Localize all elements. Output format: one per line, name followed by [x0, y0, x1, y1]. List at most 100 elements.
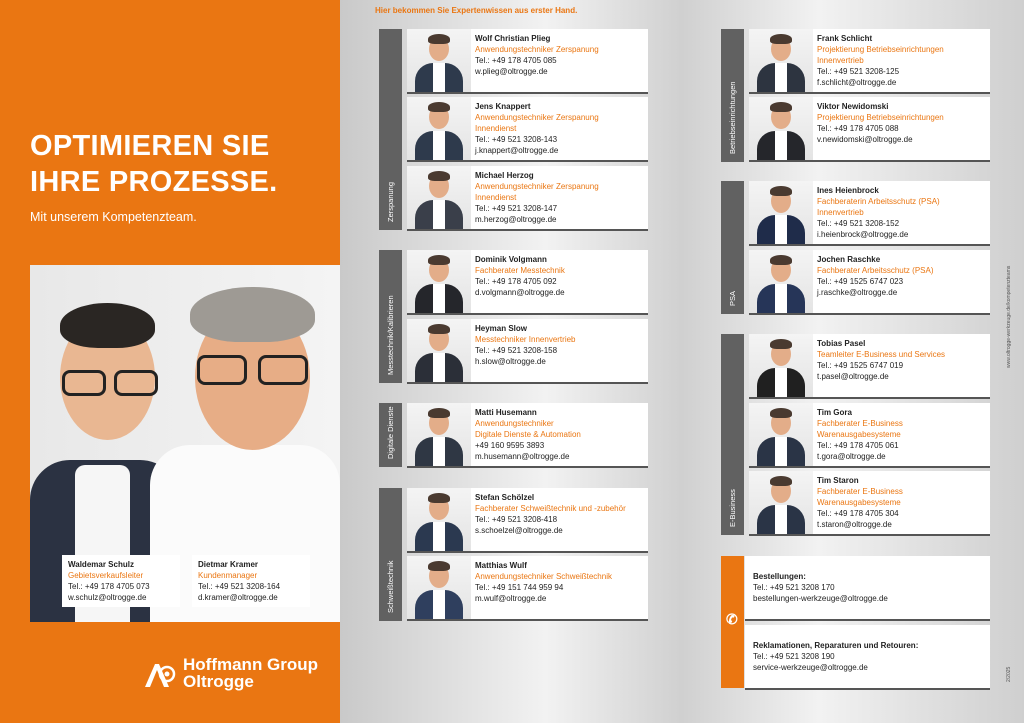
contact-tel: Tel.: +49 1525 6747 019 [817, 361, 904, 370]
category-label: PSA [727, 290, 737, 306]
contact-tel: Tel.: +49 521 3208-143 [475, 135, 558, 144]
contact-role: Projektierung Betriebseinrichtungen [817, 45, 944, 54]
contact-email[interactable]: t.pasel@oltrogge.de [817, 372, 889, 381]
contact-email[interactable]: f.schlicht@oltrogge.de [817, 78, 897, 87]
contact-card: Dominik Volgmann Fachberater Messtechnik T… [407, 250, 648, 313]
category-digitale-dienste: Digitale Dienste [379, 403, 402, 467]
contact-tel: Tel.: +49 178 4705 061 [817, 441, 899, 450]
contact-role: Messtechniker Innenvertrieb [475, 335, 576, 344]
service-email[interactable]: service-werkzeuge@oltrogge.de [753, 663, 868, 672]
contact-photo [749, 471, 813, 534]
contact-role-2: Warenausgabesysteme [817, 498, 901, 507]
headline: OPTIMIEREN SIE IHRE PROZESSE. [30, 128, 278, 200]
service-title: Reklamationen, Reparaturen und Retouren: [753, 641, 919, 650]
person-tel: Tel.: +49 178 4705 073 [68, 582, 150, 591]
contact-card: Matti Husemann Anwendungstechniker Digital… [407, 403, 648, 466]
category-ebusiness: E-Business [721, 334, 744, 535]
contact-card: Matthias Wulf Anwendungstechniker Schweiß… [407, 556, 648, 619]
contact-tel: Tel.: +49 178 4705 304 [817, 509, 899, 518]
contact-name: Jens Knappert [475, 102, 531, 111]
category-zerspanung: Zerspanung [379, 29, 402, 230]
contact-photo [749, 403, 813, 466]
contact-photo [749, 29, 813, 92]
contact-email[interactable]: m.husemann@oltrogge.de [475, 452, 570, 461]
contact-role: Anwendungstechniker Zerspanung [475, 182, 599, 191]
left-panel: OPTIMIEREN SIE IHRE PROZESSE. Mit unsere… [0, 0, 340, 723]
tagline: Hier bekommen Sie Expertenwissen aus ers… [375, 6, 578, 15]
contact-role: Fachberater Messtechnik [475, 266, 565, 275]
person-email[interactable]: w.schulz@oltrogge.de [68, 593, 147, 602]
contact-email[interactable]: j.raschke@oltrogge.de [817, 288, 898, 297]
contact-name: Viktor Newidomski [817, 102, 889, 111]
category-label: E-Business [727, 489, 737, 527]
contact-email[interactable]: m.wulf@oltrogge.de [475, 594, 547, 603]
contact-card: Jochen Raschke Fachberater Arbeitsschutz … [749, 250, 990, 313]
company-logo: Hoffmann Group Oltrogge [143, 656, 318, 690]
contact-email[interactable]: h.slow@oltrogge.de [475, 357, 546, 366]
contact-email[interactable]: j.knappert@oltrogge.de [475, 146, 559, 155]
logo-line-2: Oltrogge [183, 672, 254, 691]
category-label: Digitale Dienste [385, 406, 395, 459]
person-card: Dietmar Kramer Kundenmanager Tel.: +49 5… [192, 555, 310, 607]
side-url: www.oltrogge-werkzeuge.de/kompetenzteams [1006, 265, 1012, 368]
contact-photo [407, 319, 471, 382]
person-1-glasses-r [114, 370, 158, 396]
person-2-hair [190, 287, 315, 342]
service-email[interactable]: bestellungen-werkzeuge@oltrogge.de [753, 594, 888, 603]
category-betriebseinrichtungen: Betriebseinrichtungen [721, 29, 744, 162]
category-psa: PSA [721, 181, 744, 314]
contact-name: Michael Herzog [475, 171, 534, 180]
contact-role: Fachberater E-Business [817, 487, 903, 496]
contact-email[interactable]: v.newidomski@oltrogge.de [817, 135, 913, 144]
contact-name: Tobias Pasel [817, 339, 866, 348]
contact-tel: Tel.: +49 151 744 959 94 [475, 583, 564, 592]
contact-card: Tobias Pasel Teamleiter E-Business und Se… [749, 334, 990, 397]
category-schweisstechnik: Schweißtechnik [379, 488, 402, 621]
person-role: Kundenmanager [198, 571, 258, 580]
contact-photo [407, 556, 471, 619]
contact-role-2: Innenvertrieb [817, 208, 864, 217]
contact-email[interactable]: t.staron@oltrogge.de [817, 520, 892, 529]
contact-role: Projektierung Betriebseinrichtungen [817, 113, 944, 122]
contact-tel: Tel.: +49 1525 6747 023 [817, 277, 904, 286]
contact-email[interactable]: w.plieg@oltrogge.de [475, 67, 548, 76]
logo-line-1: Hoffmann Group [183, 655, 319, 674]
contact-name: Tim Gora [817, 408, 852, 417]
contact-email[interactable]: m.herzog@oltrogge.de [475, 215, 557, 224]
person-name: Dietmar Kramer [198, 560, 259, 569]
contact-email[interactable]: i.heienbrock@oltrogge.de [817, 230, 909, 239]
phone-icon: ✆ [726, 611, 738, 627]
contact-name: Ines Heienbrock [817, 186, 879, 195]
category-messtechnik: Messtechnik/Kalibrieren [379, 250, 402, 383]
contact-photo [407, 97, 471, 160]
contact-role-2: Innendienst [475, 124, 517, 133]
contact-tel: +49 160 9595 3893 [475, 441, 545, 450]
category-label: Schweißtechnik [385, 560, 395, 613]
contact-card: Tim Staron Fachberater E-Business Warenaus… [749, 471, 990, 534]
contact-tel: Tel.: +49 178 4705 085 [475, 56, 557, 65]
contact-email[interactable]: t.gora@oltrogge.de [817, 452, 886, 461]
contact-name: Heyman Slow [475, 324, 528, 333]
contact-email[interactable]: s.schoelzel@oltrogge.de [475, 526, 563, 535]
contact-photo [407, 166, 471, 229]
contact-photo [407, 29, 471, 92]
category-label: Messtechnik/Kalibrieren [385, 295, 395, 375]
subline: Mit unserem Kompetenzteam. [30, 210, 197, 224]
person-2-glasses-l [197, 355, 247, 385]
contact-role: Anwendungstechniker Zerspanung [475, 45, 599, 54]
person-email[interactable]: d.kramer@oltrogge.de [198, 593, 278, 602]
service-tel: Tel.: +49 521 3208 190 [753, 652, 835, 661]
person-name: Waldemar Schulz [68, 560, 134, 569]
contact-role: Anwendungstechniker [475, 419, 554, 428]
contact-name: Frank Schlicht [817, 34, 873, 43]
contact-photo [749, 97, 813, 160]
contact-name: Stefan Schölzel [475, 493, 535, 502]
contact-name: Matthias Wulf [475, 561, 527, 570]
person-1-glasses-l [62, 370, 106, 396]
contact-card: Wolf Christian Plieg Anwendungstechniker … [407, 29, 648, 92]
contact-email[interactable]: d.volgmann@oltrogge.de [475, 288, 565, 297]
headline-line-2: IHRE PROZESSE. [30, 166, 278, 198]
contact-role-2: Innenvertrieb [817, 56, 864, 65]
contact-card: Ines Heienbrock Fachberaterin Arbeitsschu… [749, 181, 990, 244]
contact-tel: Tel.: +49 521 3208-152 [817, 219, 900, 228]
